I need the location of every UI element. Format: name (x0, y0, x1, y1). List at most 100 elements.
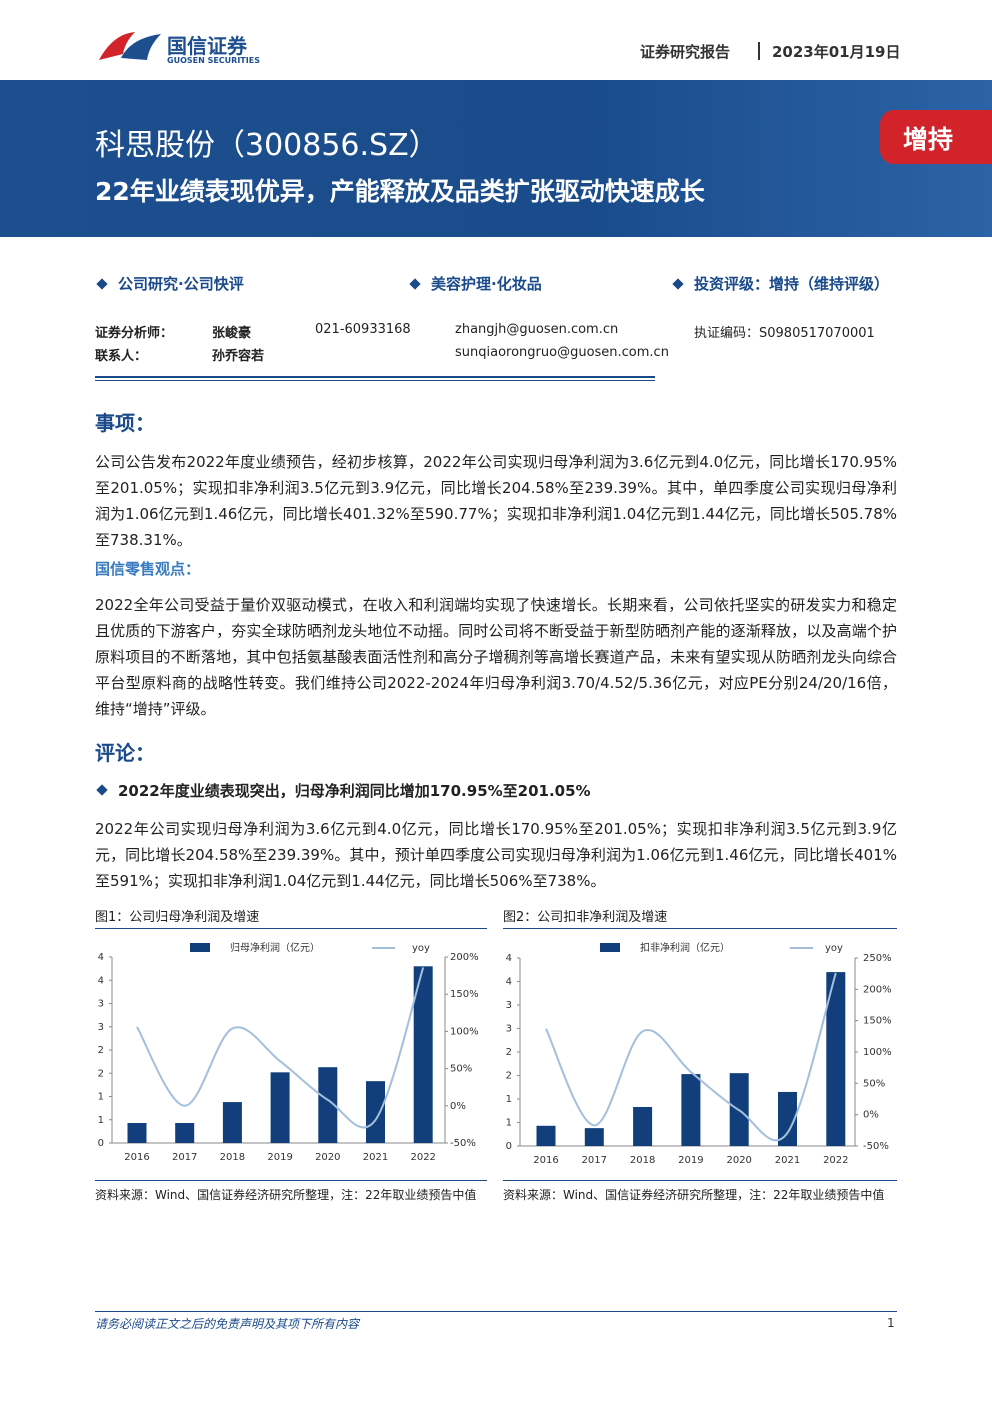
contact-role: 证券分析师： (95, 326, 174, 341)
y-tick-label: 2 (506, 1047, 512, 1058)
y-tick-label: 1 (506, 1094, 512, 1105)
x-tick-label: 2017 (172, 1152, 197, 1163)
x-tick-label: 2020 (726, 1155, 751, 1166)
figure-source: 资料来源：Wind、国信证券经济研究所整理，注：22年取业绩预告中值 (503, 1188, 885, 1202)
x-tick-label: 2019 (678, 1155, 703, 1166)
y-tick-label: 4 (506, 953, 512, 964)
x-tick-label: 2016 (533, 1155, 558, 1166)
bar (175, 1123, 195, 1143)
x-tick-label: 2016 (124, 1152, 149, 1163)
y-tick-label: 2 (506, 1071, 512, 1082)
separator (758, 42, 760, 60)
tag: 美容护理·化妆品 (431, 275, 542, 293)
bar (826, 972, 846, 1146)
title: 科思股份（300856.SZ） (95, 128, 439, 163)
doc-type: 证券研究报告 (640, 43, 731, 61)
rating: 增持 (903, 125, 954, 154)
y2-tick-label: 200% (450, 952, 479, 963)
x-tick-label: 2017 (582, 1155, 607, 1166)
rating-badge (880, 110, 992, 164)
bullet (672, 278, 684, 290)
rule (95, 1311, 897, 1312)
brand: 国信证券 (167, 34, 247, 58)
tag: 公司研究·公司快评 (118, 275, 244, 293)
figure-source: 资料来源：Wind、国信证券经济研究所整理，注：22年取业绩预告中值 (95, 1188, 477, 1202)
subtitle: 22年业绩表现优异，产能释放及品类扩张驱动快速成长 (95, 177, 705, 206)
bar (270, 1072, 290, 1143)
rule (95, 928, 487, 929)
x-tick-label: 2018 (220, 1152, 245, 1163)
bar (584, 1128, 604, 1146)
bar (536, 1125, 556, 1146)
y2-tick-label: 0% (450, 1101, 466, 1112)
line (545, 972, 837, 1142)
date: 2023年01月19日 (772, 43, 901, 61)
contact-email: sunqiaorongruo@guosen.com.cn (455, 345, 669, 360)
y-tick-label: 3 (506, 1000, 512, 1011)
y-tick-label: 0 (98, 1138, 104, 1149)
chart: 0 1 1 2 2 3 3 4 4 -50% 0% 50% 100% 150% 200% 250% 2016 20… (506, 941, 892, 1166)
rule (503, 1180, 897, 1181)
y2-tick-label: 200% (863, 984, 892, 995)
banner (0, 80, 992, 237)
contact-cert: 执证编码：S0980517070001 (694, 326, 875, 341)
y-tick-label: 4 (98, 952, 104, 963)
y2-tick-label: -50% (863, 1141, 889, 1152)
bar (778, 1091, 797, 1146)
x-tick-label: 2022 (823, 1155, 848, 1166)
y-tick-label: 4 (98, 975, 104, 986)
line (136, 967, 425, 1129)
bar (681, 1074, 701, 1146)
rule (95, 376, 655, 378)
bar (318, 1067, 338, 1143)
contact-name: 孙乔容若 (212, 349, 265, 364)
y2-tick-label: 50% (863, 1078, 885, 1089)
y-tick-label: 1 (506, 1118, 512, 1129)
y-tick-label: 1 (98, 1115, 104, 1126)
y-tick-label: 3 (98, 1022, 104, 1033)
y-tick-label: 3 (506, 1024, 512, 1035)
contact-name: 张峻豪 (212, 326, 252, 341)
bullet (409, 278, 421, 290)
bar (222, 1102, 242, 1143)
page-number: 1 (887, 1316, 895, 1330)
bar (366, 1081, 385, 1143)
figure-caption: 图2：公司扣非净利润及增速 (503, 910, 668, 925)
tag: 投资评级：增持（维持评级） (694, 275, 890, 293)
bar (127, 1123, 147, 1143)
rule (95, 380, 655, 381)
contact-role: 联系人： (95, 349, 148, 364)
y2-tick-label: 0% (863, 1110, 879, 1121)
x-tick-label: 2021 (775, 1155, 800, 1166)
y-tick-label: 2 (98, 1045, 104, 1056)
y2-tick-label: 100% (450, 1026, 479, 1037)
y-tick-label: 0 (506, 1141, 512, 1152)
y2-tick-label: 250% (863, 953, 892, 964)
rule (95, 1180, 487, 1181)
paragraph: 2022全年公司受益于量价双驱动模式，在收入和利润端均实现了快速增长。长期来看，… (95, 596, 897, 718)
x-tick-label: 2020 (315, 1152, 340, 1163)
y-tick-label: 1 (98, 1092, 104, 1103)
y2-tick-label: 150% (450, 989, 479, 1000)
bar (413, 966, 433, 1143)
section-title: 事项： (95, 411, 155, 435)
paragraph: 2022年公司实现归母净利润为3.6亿元到4.0亿元，同比增长170.95%至2… (95, 820, 897, 890)
legend-label: 归母净利润（亿元） (230, 941, 320, 954)
y-tick-label: 3 (98, 999, 104, 1010)
y2-tick-label: 100% (863, 1047, 892, 1058)
legend-swatch (190, 943, 210, 952)
x-tick-label: 2018 (630, 1155, 655, 1166)
x-tick-label: 2021 (363, 1152, 388, 1163)
logo-mark (99, 32, 161, 60)
legend-label: yoy (412, 943, 430, 954)
paragraph: 公司公告发布2022年度业绩预告，经初步核算，2022年公司实现归母净利润为3.… (95, 453, 897, 549)
disclaimer: 请务必阅读正文之后的免责声明及其项下所有内容 (95, 1317, 360, 1331)
x-tick-label: 2022 (410, 1152, 435, 1163)
bullet (96, 784, 108, 796)
legend-label: yoy (825, 943, 843, 954)
bullet (96, 278, 108, 290)
legend-label: 扣非净利润（亿元） (640, 941, 730, 954)
point-title: 2022年度业绩表现突出，归母净利润同比增加170.95%至201.05% (118, 782, 591, 800)
section-title: 评论： (95, 741, 155, 765)
